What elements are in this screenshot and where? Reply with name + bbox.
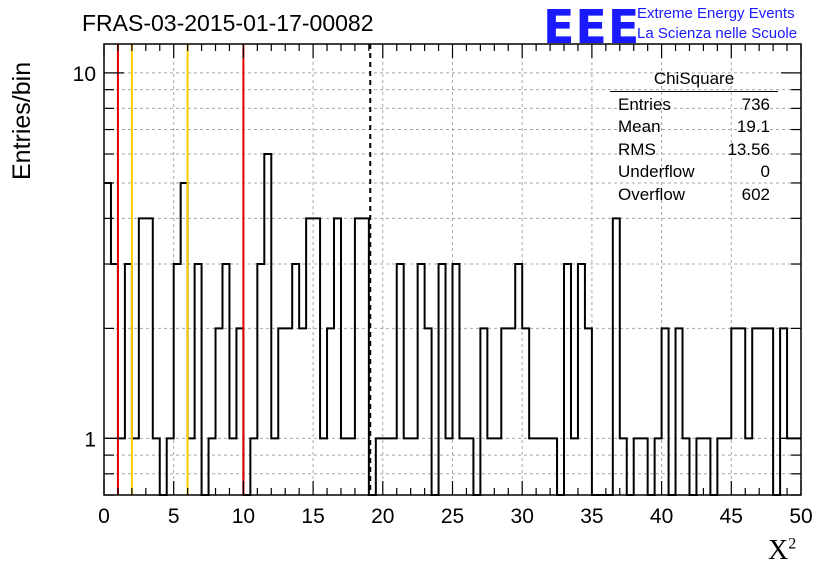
x-tick-label: 40 (650, 505, 673, 528)
x-tick-label: 35 (580, 505, 603, 528)
x-axis-label: X2 (768, 535, 796, 567)
stats-box-title: ChiSquare (610, 68, 778, 92)
x-tick-label: 10 (232, 505, 255, 528)
y-axis-label: Entries/bin (8, 61, 36, 180)
stats-value: 13.56 (727, 139, 770, 159)
histogram-series-line (104, 153, 801, 496)
stats-row-overflow: Overflow 602 (610, 184, 778, 207)
stats-box: ChiSquare Entries 736 Mean 19.1 RMS 13.56 U… (610, 68, 778, 206)
stats-value: 19.1 (736, 117, 770, 136)
y-tick-label: 10 (73, 63, 96, 86)
x-axis-label-sup: 2 (788, 535, 797, 553)
stats-label: Mean (618, 117, 661, 136)
stats-label: RMS (618, 139, 656, 159)
x-tick-label: 15 (301, 505, 324, 528)
stats-row-rms: RMS 13.56 (610, 139, 778, 162)
x-tick-label: 25 (441, 505, 464, 528)
stats-value: 0 (760, 162, 770, 181)
x-axis-label-base: X (768, 535, 789, 566)
stats-row-mean: Mean 19.1 (610, 116, 778, 139)
stats-label: Entries (618, 94, 671, 114)
stats-row-entries: Entries 736 (610, 94, 778, 117)
x-tick-label: 50 (789, 505, 812, 528)
x-tick-label: 30 (511, 505, 534, 528)
y-tick-label: 1 (84, 428, 96, 451)
stats-row-underflow: Underflow 0 (610, 161, 778, 184)
logo-line-2: La Scienza nelle Scuole (637, 25, 798, 42)
x-tick-label: 20 (371, 505, 394, 528)
eee-logo: EEE (543, 0, 641, 54)
chart-title: FRAS-03-2015-01-17-00082 (82, 10, 374, 36)
stats-label: Underflow (618, 162, 695, 181)
logo-line-1: Extreme Energy Events (637, 5, 795, 22)
stats-label: Overflow (618, 184, 686, 204)
logo-caption: Extreme Energy Events La Scienza nelle S… (637, 4, 797, 44)
x-tick-label: 45 (720, 505, 743, 528)
stats-value: 736 (741, 94, 770, 114)
stats-value: 602 (741, 184, 770, 204)
x-tick-label: 0 (98, 505, 110, 528)
x-tick-label: 5 (168, 505, 180, 528)
